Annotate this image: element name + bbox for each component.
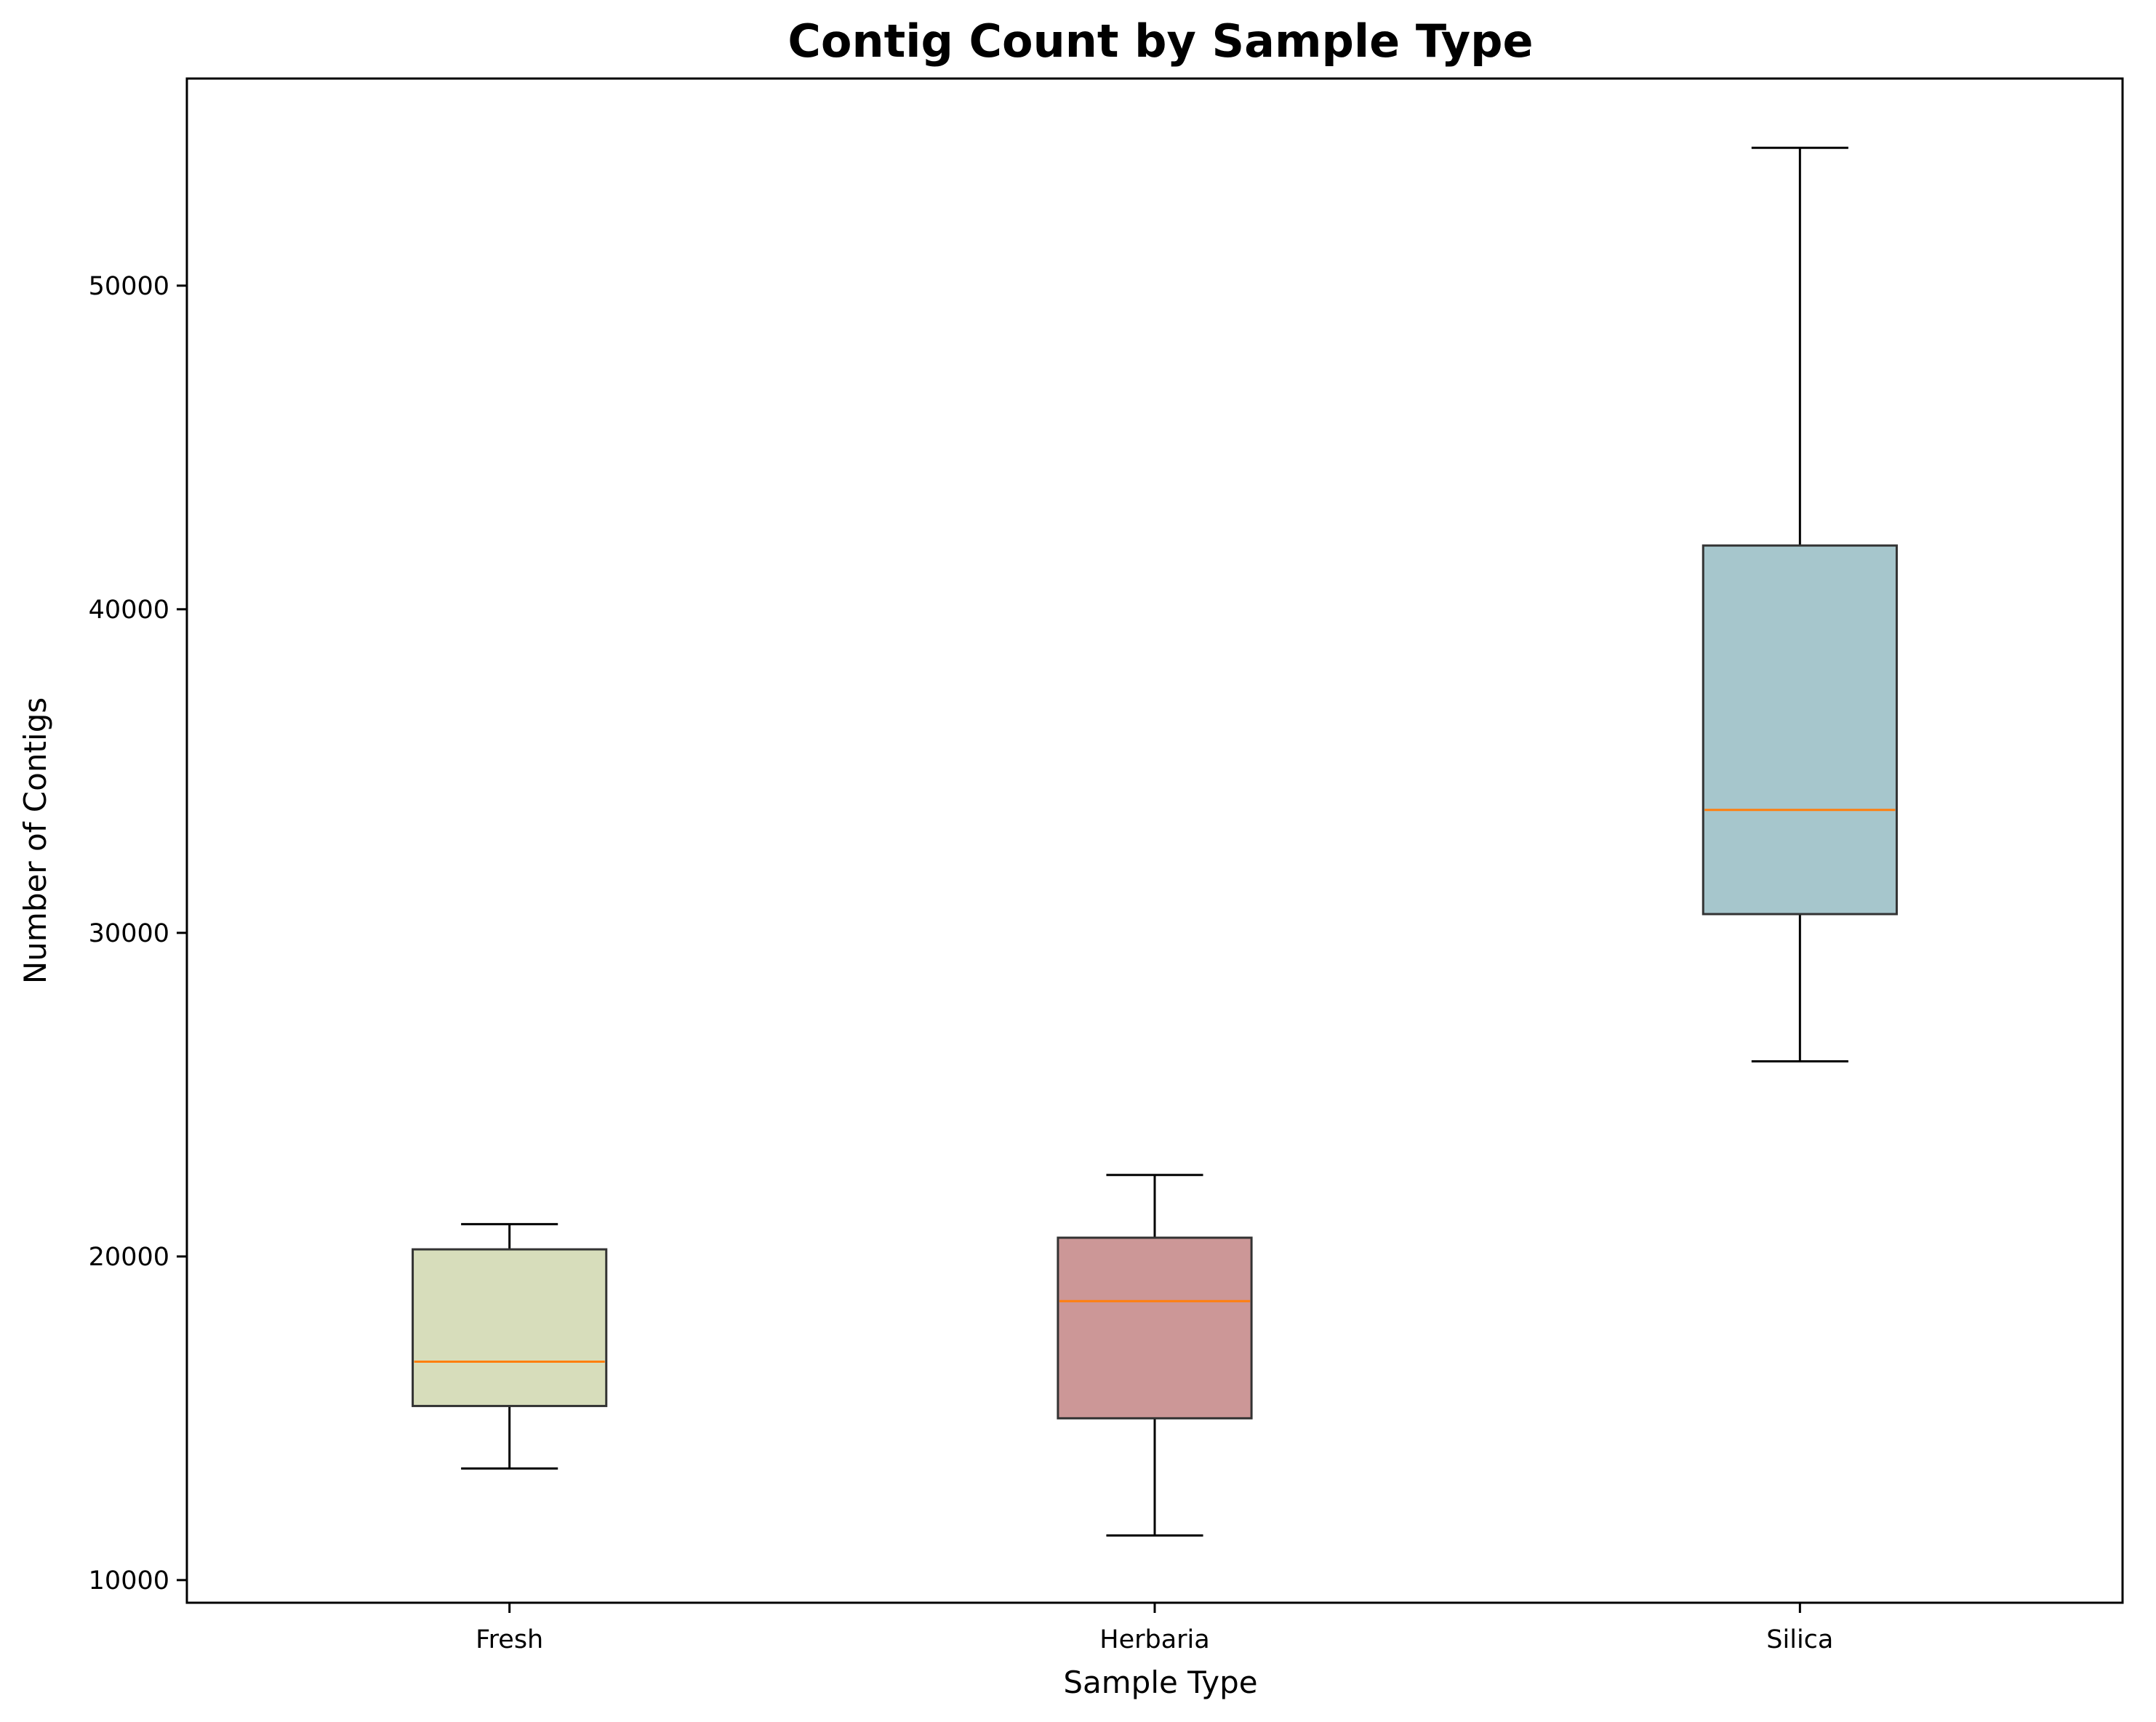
y-tick-label: 40000 (89, 596, 169, 625)
box-fresh (412, 1222, 608, 1470)
y-tick-label: 50000 (89, 272, 169, 301)
y-axis-label: Number of Contigs (17, 697, 53, 984)
y-tick-label: 30000 (89, 919, 169, 948)
x-tick-label: Silica (1766, 1625, 1833, 1654)
y-tick-label: 10000 (89, 1566, 169, 1595)
boxes-layer (412, 146, 1898, 1537)
y-tick-label: 20000 (89, 1243, 169, 1272)
box-silica (1702, 146, 1898, 1062)
chart-title: Contig Count by Sample Type (788, 15, 1533, 68)
box-body (412, 1248, 608, 1407)
y-axis: 10000 20000 30000 40000 50000 (89, 272, 187, 1595)
x-axis: Fresh Herbaria Silica (476, 1603, 1833, 1654)
box-body (1702, 544, 1898, 916)
x-tick-label: Herbaria (1099, 1625, 1209, 1654)
box-body (1057, 1236, 1253, 1419)
box-herbaria (1057, 1174, 1253, 1537)
x-tick-label: Fresh (476, 1625, 543, 1654)
x-axis-label: Sample Type (1063, 1665, 1257, 1700)
